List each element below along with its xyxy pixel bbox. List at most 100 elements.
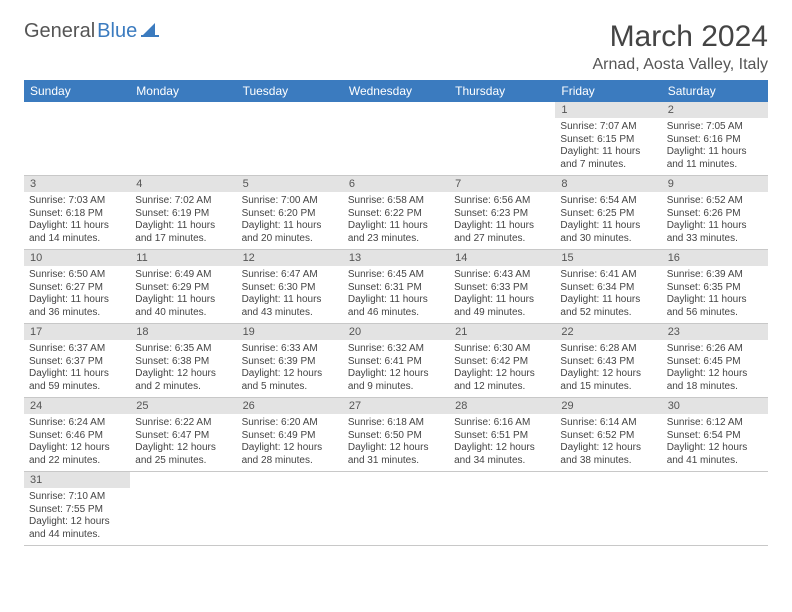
day-cell: Sunrise: 7:05 AM Sunset: 6:16 PM Dayligh… — [662, 118, 768, 176]
weekday-header: Friday — [555, 80, 661, 102]
day-cell: Sunrise: 6:30 AM Sunset: 6:42 PM Dayligh… — [449, 340, 555, 398]
day-cell — [449, 488, 555, 546]
day-detail-row: Sunrise: 7:03 AM Sunset: 6:18 PM Dayligh… — [24, 192, 768, 250]
day-cell-text: Sunrise: 6:12 AM Sunset: 6:54 PM Dayligh… — [667, 417, 748, 466]
day-detail-row: Sunrise: 6:24 AM Sunset: 6:46 PM Dayligh… — [24, 414, 768, 472]
day-cell — [130, 118, 236, 176]
day-cell: Sunrise: 6:22 AM Sunset: 6:47 PM Dayligh… — [130, 414, 236, 472]
day-number: 21 — [449, 324, 555, 341]
day-cell: Sunrise: 6:49 AM Sunset: 6:29 PM Dayligh… — [130, 266, 236, 324]
daynum-row: 12 — [24, 102, 768, 118]
day-cell: Sunrise: 7:02 AM Sunset: 6:19 PM Dayligh… — [130, 192, 236, 250]
day-cell: Sunrise: 6:52 AM Sunset: 6:26 PM Dayligh… — [662, 192, 768, 250]
day-number: 10 — [24, 250, 130, 267]
day-number: 13 — [343, 250, 449, 267]
day-cell-text: Sunrise: 6:32 AM Sunset: 6:41 PM Dayligh… — [348, 343, 429, 392]
day-number — [343, 472, 449, 489]
day-number — [449, 472, 555, 489]
day-number: 22 — [555, 324, 661, 341]
daynum-row: 24252627282930 — [24, 398, 768, 415]
day-cell — [662, 488, 768, 546]
day-detail-row: Sunrise: 7:07 AM Sunset: 6:15 PM Dayligh… — [24, 118, 768, 176]
day-cell: Sunrise: 6:35 AM Sunset: 6:38 PM Dayligh… — [130, 340, 236, 398]
daynum-row: 31 — [24, 472, 768, 489]
day-cell: Sunrise: 6:33 AM Sunset: 6:39 PM Dayligh… — [237, 340, 343, 398]
day-number — [237, 472, 343, 489]
day-cell: Sunrise: 7:03 AM Sunset: 6:18 PM Dayligh… — [24, 192, 130, 250]
day-number: 20 — [343, 324, 449, 341]
sail-icon — [141, 21, 159, 37]
day-cell — [555, 488, 661, 546]
day-cell-text: Sunrise: 6:33 AM Sunset: 6:39 PM Dayligh… — [242, 343, 323, 392]
day-number: 17 — [24, 324, 130, 341]
day-cell — [343, 118, 449, 176]
day-number: 1 — [555, 102, 661, 118]
day-number: 9 — [662, 176, 768, 193]
day-cell-text: Sunrise: 6:58 AM Sunset: 6:22 PM Dayligh… — [348, 195, 428, 244]
day-cell-text: Sunrise: 7:03 AM Sunset: 6:18 PM Dayligh… — [29, 195, 109, 244]
day-cell-text: Sunrise: 7:07 AM Sunset: 6:15 PM Dayligh… — [560, 121, 640, 170]
day-cell-text: Sunrise: 6:45 AM Sunset: 6:31 PM Dayligh… — [348, 269, 428, 318]
day-cell: Sunrise: 7:10 AM Sunset: 7:55 PM Dayligh… — [24, 488, 130, 546]
day-cell-text: Sunrise: 6:41 AM Sunset: 6:34 PM Dayligh… — [560, 269, 640, 318]
day-number: 23 — [662, 324, 768, 341]
day-cell-text: Sunrise: 7:05 AM Sunset: 6:16 PM Dayligh… — [667, 121, 747, 170]
day-cell-text: Sunrise: 6:26 AM Sunset: 6:45 PM Dayligh… — [667, 343, 748, 392]
page-header: General Blue March 2024 Arnad, Aosta Val… — [24, 20, 768, 74]
day-number: 30 — [662, 398, 768, 415]
day-detail-row: Sunrise: 6:37 AM Sunset: 6:37 PM Dayligh… — [24, 340, 768, 398]
day-cell — [449, 118, 555, 176]
day-cell-text: Sunrise: 6:20 AM Sunset: 6:49 PM Dayligh… — [242, 417, 323, 466]
day-number: 26 — [237, 398, 343, 415]
day-cell-text: Sunrise: 6:54 AM Sunset: 6:25 PM Dayligh… — [560, 195, 640, 244]
logo-text-blue: Blue — [97, 20, 137, 43]
day-cell: Sunrise: 6:14 AM Sunset: 6:52 PM Dayligh… — [555, 414, 661, 472]
day-number: 25 — [130, 398, 236, 415]
day-cell — [237, 118, 343, 176]
weekday-header: Tuesday — [237, 80, 343, 102]
day-cell: Sunrise: 6:32 AM Sunset: 6:41 PM Dayligh… — [343, 340, 449, 398]
day-cell-text: Sunrise: 6:47 AM Sunset: 6:30 PM Dayligh… — [242, 269, 322, 318]
day-number: 29 — [555, 398, 661, 415]
day-cell — [24, 118, 130, 176]
day-number: 15 — [555, 250, 661, 267]
day-cell-text: Sunrise: 6:39 AM Sunset: 6:35 PM Dayligh… — [667, 269, 747, 318]
day-number: 18 — [130, 324, 236, 341]
day-cell-text: Sunrise: 6:16 AM Sunset: 6:51 PM Dayligh… — [454, 417, 535, 466]
weekday-header: Saturday — [662, 80, 768, 102]
day-number: 5 — [237, 176, 343, 193]
day-number — [449, 102, 555, 118]
day-number: 2 — [662, 102, 768, 118]
day-cell: Sunrise: 6:37 AM Sunset: 6:37 PM Dayligh… — [24, 340, 130, 398]
day-cell: Sunrise: 7:00 AM Sunset: 6:20 PM Dayligh… — [237, 192, 343, 250]
day-number: 14 — [449, 250, 555, 267]
day-cell-text: Sunrise: 6:56 AM Sunset: 6:23 PM Dayligh… — [454, 195, 534, 244]
day-number: 31 — [24, 472, 130, 489]
day-cell-text: Sunrise: 6:22 AM Sunset: 6:47 PM Dayligh… — [135, 417, 216, 466]
day-number: 11 — [130, 250, 236, 267]
logo: General Blue — [24, 20, 159, 43]
day-number: 16 — [662, 250, 768, 267]
day-cell: Sunrise: 7:07 AM Sunset: 6:15 PM Dayligh… — [555, 118, 661, 176]
day-cell: Sunrise: 6:41 AM Sunset: 6:34 PM Dayligh… — [555, 266, 661, 324]
weekday-header-row: Sunday Monday Tuesday Wednesday Thursday… — [24, 80, 768, 102]
day-cell: Sunrise: 6:50 AM Sunset: 6:27 PM Dayligh… — [24, 266, 130, 324]
day-number — [24, 102, 130, 118]
day-cell: Sunrise: 6:18 AM Sunset: 6:50 PM Dayligh… — [343, 414, 449, 472]
day-cell: Sunrise: 6:39 AM Sunset: 6:35 PM Dayligh… — [662, 266, 768, 324]
day-cell — [237, 488, 343, 546]
day-cell-text: Sunrise: 6:52 AM Sunset: 6:26 PM Dayligh… — [667, 195, 747, 244]
location-text: Arnad, Aosta Valley, Italy — [593, 56, 769, 74]
day-cell-text: Sunrise: 6:30 AM Sunset: 6:42 PM Dayligh… — [454, 343, 535, 392]
day-number — [237, 102, 343, 118]
day-number: 6 — [343, 176, 449, 193]
day-cell-text: Sunrise: 6:14 AM Sunset: 6:52 PM Dayligh… — [560, 417, 641, 466]
day-number: 28 — [449, 398, 555, 415]
day-number — [662, 472, 768, 489]
day-number: 24 — [24, 398, 130, 415]
day-cell: Sunrise: 6:54 AM Sunset: 6:25 PM Dayligh… — [555, 192, 661, 250]
day-cell: Sunrise: 6:45 AM Sunset: 6:31 PM Dayligh… — [343, 266, 449, 324]
day-number — [130, 102, 236, 118]
day-cell-text: Sunrise: 6:37 AM Sunset: 6:37 PM Dayligh… — [29, 343, 109, 392]
day-cell: Sunrise: 6:26 AM Sunset: 6:45 PM Dayligh… — [662, 340, 768, 398]
